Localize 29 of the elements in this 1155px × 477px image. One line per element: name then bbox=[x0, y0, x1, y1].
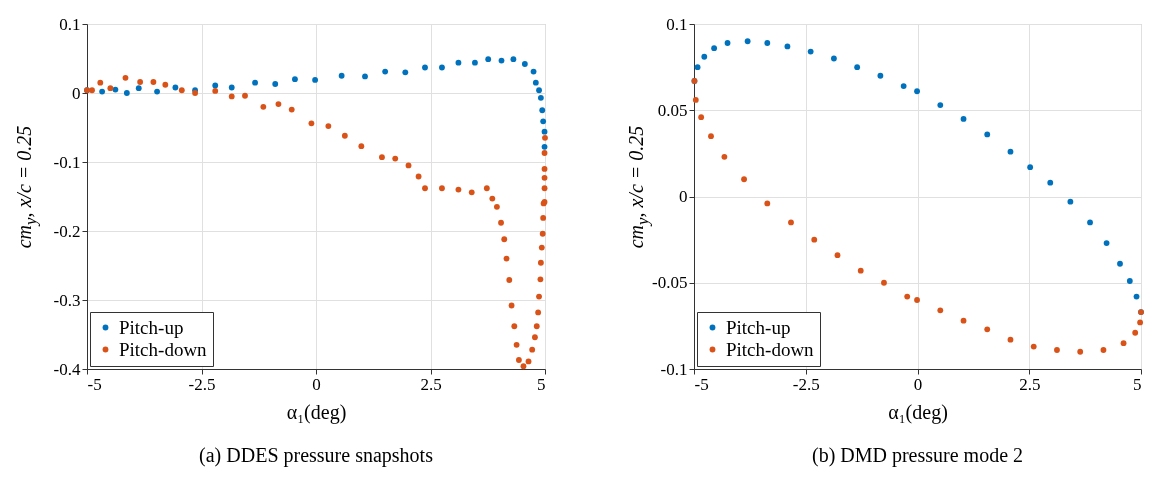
x-tick-label: 5 bbox=[1133, 374, 1142, 394]
y-tick-label: -0.4 bbox=[53, 359, 81, 379]
text: (a) DDES pressure snapshots bbox=[199, 444, 434, 467]
legend-label: Pitch-up bbox=[726, 316, 791, 338]
y-tick-label: 0 bbox=[679, 187, 688, 206]
y-tick-label: -0.05 bbox=[652, 273, 688, 293]
legend-label: Pitch-down bbox=[726, 338, 815, 360]
legend-label: Pitch-up bbox=[119, 316, 184, 338]
x-axis-title: α₁(deg) bbox=[286, 400, 347, 424]
x-axis-title: α₁(deg) bbox=[888, 400, 948, 424]
x-tick-label: 5 bbox=[537, 374, 546, 394]
x-tick-label: -5 bbox=[694, 374, 709, 394]
y-tick-label: -0.3 bbox=[53, 290, 81, 310]
y-tick-label: 0 bbox=[72, 83, 81, 103]
y-tick-label: 0.1 bbox=[666, 14, 688, 34]
text: (b) DMD pressure mode 2 bbox=[811, 444, 1024, 467]
x-tick-label: 0 bbox=[913, 374, 923, 394]
y-tick-label: -0.2 bbox=[53, 221, 81, 241]
x-tick-label: 0 bbox=[312, 374, 321, 394]
x-tick-label: -2.5 bbox=[792, 374, 820, 394]
y-tick-label: -0.1 bbox=[53, 152, 81, 172]
x-tick-label: 2.5 bbox=[1019, 374, 1041, 394]
legend-label: Pitch-down bbox=[119, 338, 208, 360]
x-tick-label: -5 bbox=[87, 374, 102, 394]
y-tick-label: 0.05 bbox=[657, 100, 688, 120]
y-tick-label: -0.1 bbox=[660, 359, 688, 379]
x-tick-label: 2.5 bbox=[420, 374, 442, 394]
y-tick-label: 0.1 bbox=[59, 14, 81, 34]
x-tick-label: -2.5 bbox=[188, 374, 216, 394]
